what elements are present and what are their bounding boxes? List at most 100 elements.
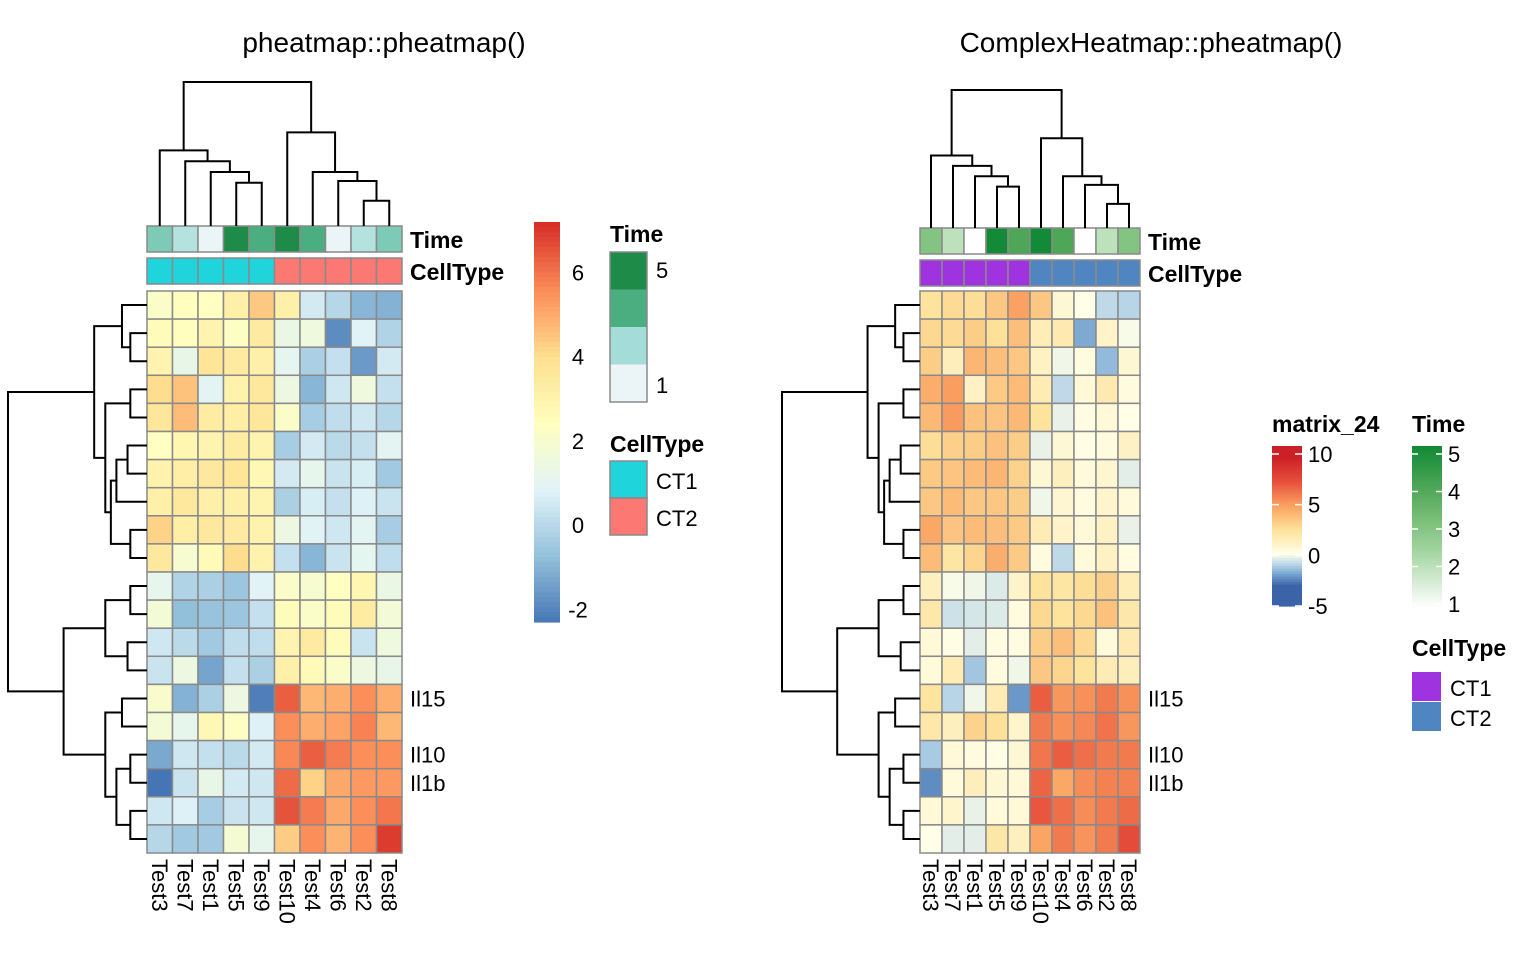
heatmap-cell [146,711,174,742]
time-legend-segment [1412,579,1442,583]
heatmap-cell [375,402,403,433]
matrix-legend-segment [1272,590,1302,594]
heatmap-cell [1117,627,1141,658]
celltype-annotation-cell [248,257,276,285]
heatmap-cell [1029,627,1053,658]
heatmap-cell [985,346,1009,377]
time-legend-label: 5 [656,258,668,283]
time-legend-segment [1412,488,1442,492]
time-legend-swatch [610,252,647,290]
heatmap-cell [963,711,987,742]
heatmap-cell [1073,402,1097,433]
heatmap-cell [350,599,378,629]
heatmap-cell [1117,402,1141,433]
time-legend-segment [1412,550,1442,554]
heatmap-cell [1095,711,1119,742]
row-dendrogram-branch [120,304,147,349]
matrix-legend-segment [1272,478,1302,482]
heatmap-cell [1051,571,1075,601]
row-dendrogram-branch [894,304,920,349]
heatmap-cell [1117,683,1141,714]
celltype-annotation-cell [941,259,965,287]
heatmap-cell [197,346,225,377]
row-label: Il10 [1148,743,1183,768]
column-label: Test3 [147,859,172,912]
heatmap-cell [299,796,327,826]
time-legend-segment [1412,491,1442,495]
colorbar-segment [534,307,560,313]
colorbar-segment [534,432,560,438]
heatmap-cell [324,683,352,714]
heatmap-cell [1117,711,1141,742]
heatmap-cell [273,458,301,489]
celltype-annotation-cell [1117,259,1141,287]
colorbar-segment [534,487,560,493]
heatmap-cell [146,543,174,573]
heatmap-cell [324,796,352,826]
time-legend-segment [1412,568,1442,572]
heatmap-cell [146,318,174,348]
heatmap-cell [197,627,225,658]
row-dendrogram-branch [115,767,131,826]
celltype-legend-title-right: CellType [1412,635,1506,661]
left-chart-title: pheatmap::pheatmap() [242,27,525,58]
heatmap-cell [375,739,403,770]
heatmap-cell [222,767,250,798]
column-label: Test2 [351,859,376,912]
heatmap-cell [941,655,965,686]
row-dendrogram-branch [902,809,920,840]
matrix-legend-segment [1272,555,1302,559]
heatmap-cell [1029,543,1053,573]
celltype-annotation-cell [1007,259,1031,287]
time-annotation-cell [299,225,327,253]
heatmap-cell [941,683,965,714]
heatmap-cell [985,796,1009,826]
heatmap-cell [1073,571,1097,601]
heatmap-cell [1073,683,1097,714]
row-dendrogram-branch [877,711,896,798]
colorbar-segment [534,477,560,483]
colorbar-segment [534,452,560,458]
celltype-annotation-cell [1073,259,1097,287]
heatmap-cell [1007,486,1031,517]
time-legend-swatch [610,327,647,365]
colorbar-segment [534,517,560,523]
heatmap-cell [1029,599,1053,629]
heatmap-cell [273,374,301,405]
celltype-legend-title: CellType [610,431,704,457]
heatmap-cell [375,486,403,517]
heatmap-cell [299,683,327,714]
row-dendrogram-branch [7,390,95,693]
time-annotation-cell [222,225,250,253]
heatmap-cell [324,543,352,573]
heatmap-cell [324,571,352,601]
heatmap-cell [350,796,378,826]
matrix-legend-segment [1272,456,1302,460]
matrix-legend-segment [1272,515,1302,519]
column-label: Test10 [1028,859,1053,924]
matrix-legend-segment [1272,531,1302,535]
heatmap-cell [985,458,1009,489]
time-legend-segment [1412,462,1442,466]
time-legend-segment [1412,560,1442,564]
heatmap-cell [350,571,378,601]
colorbar-segment [534,312,560,318]
heatmap-cell [1051,627,1075,658]
heatmap-cell [222,571,250,601]
heatmap-cell [1007,543,1031,573]
time-annotation-cell [1051,227,1075,255]
heatmap-cell [248,402,276,433]
heatmap-cell [1117,486,1141,517]
heatmap-cell [146,824,174,854]
heatmap-cell [1007,767,1031,798]
time-annotation-cell [324,225,352,253]
heatmap-cell [1029,824,1053,854]
heatmap-cell [171,767,199,798]
matrix-legend-segment [1272,571,1302,575]
heatmap-cell [146,739,174,770]
matrix-legend-segment [1272,534,1302,538]
heatmap-cell [1007,599,1031,629]
heatmap-cell [1073,767,1097,798]
